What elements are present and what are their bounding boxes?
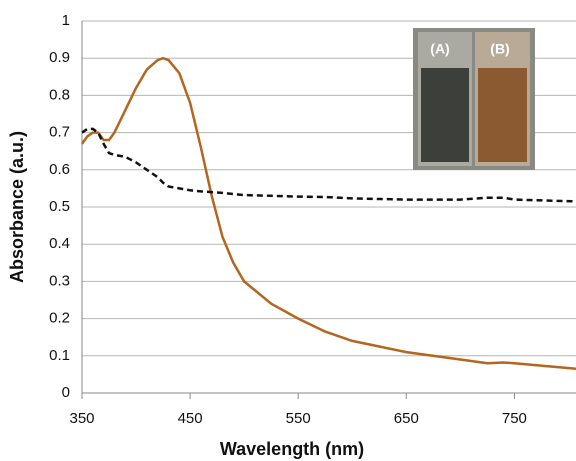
x-axis-title: Wavelength (nm) [220,439,364,459]
y-tick-label: 0.6 [49,161,70,178]
data-line [80,56,576,371]
y-tick-label: 0.2 [49,310,70,327]
y-tick-label: 0.3 [49,272,70,289]
y-axis-title: Absorbance (a.u.) [7,131,27,283]
inset-photo: (A) (B) [413,28,535,170]
x-tick-label: 350 [69,410,94,427]
y-tick-label: 0.7 [49,124,70,141]
y-tick-label: 0 [62,384,70,401]
x-tick-label: 550 [286,410,311,427]
y-tick-label: 0.5 [49,198,70,215]
x-tick-label: 450 [178,410,203,427]
inset-label: (A) [430,41,449,57]
y-tick-label: 1 [62,12,70,29]
y-tick-label: 0.9 [49,49,70,66]
y-tick-label: 0.8 [49,86,70,103]
plot-area: 0 0.1 0.2 0.3 0.4 0.5 0.6 0.7 0.8 0.9 1 350 450 550 65… [49,12,576,427]
x-tick-label: 750 [502,410,527,427]
inset-label: (B) [490,41,509,57]
cuvette-b-liquid [478,68,527,162]
y-tick-label: 0.1 [49,347,70,364]
x-tick-label: 650 [394,410,419,427]
cuvette-a-liquid [421,68,469,162]
y-tick-label: 0.4 [49,235,70,252]
